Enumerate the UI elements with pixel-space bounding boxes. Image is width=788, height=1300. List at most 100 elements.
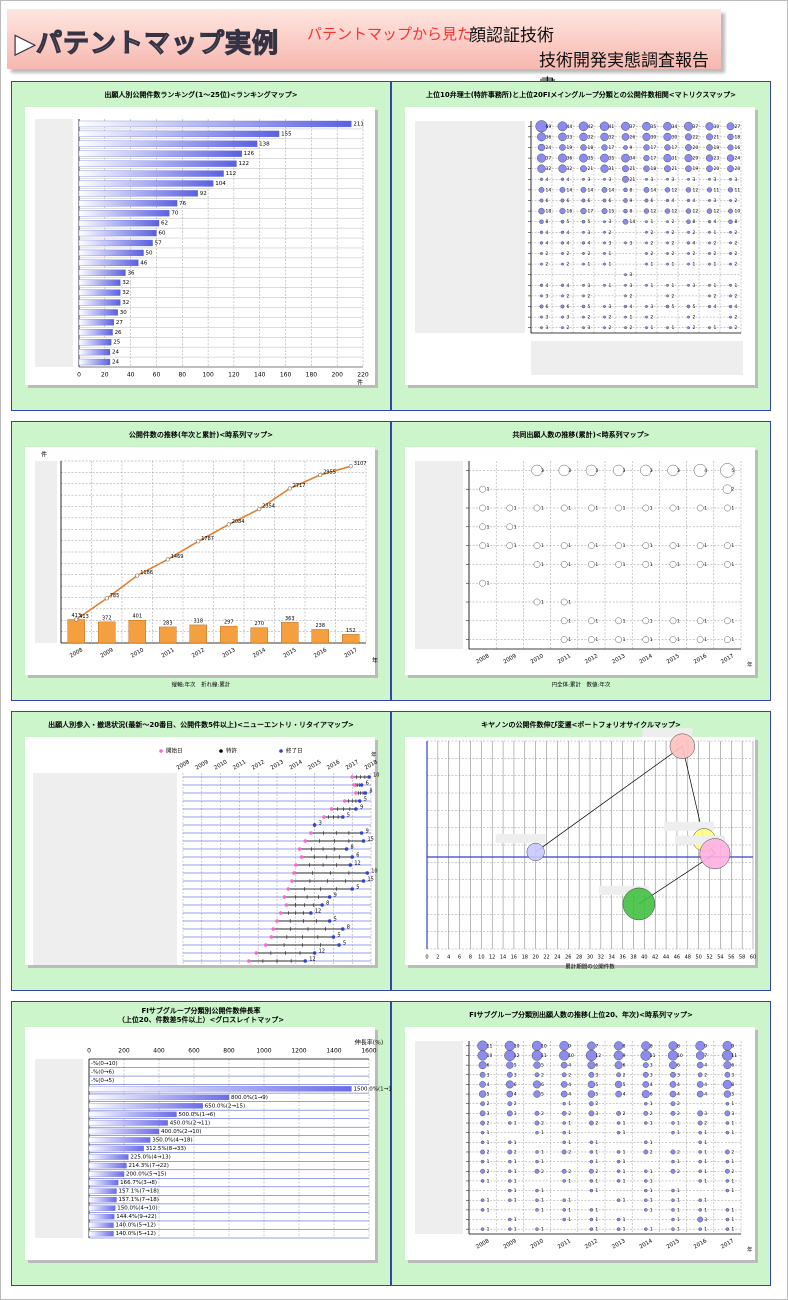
bubble-label: 4 [546, 230, 549, 236]
bubble-label: 1 [731, 1188, 734, 1194]
end-marker [365, 871, 370, 875]
bubble-label: 1 [568, 600, 571, 606]
bubble [526, 842, 545, 861]
bubble-label: 37 [546, 156, 552, 162]
bubble-label: 4 [568, 1063, 571, 1069]
blurred-labels [35, 119, 73, 367]
bubble [616, 1227, 621, 1231]
bubble-label: 34 [630, 156, 636, 162]
x-tick-label: 120 [228, 372, 240, 379]
bubble [642, 132, 651, 141]
bubble [616, 1169, 621, 1174]
end-marker [312, 951, 317, 955]
line-point [104, 596, 109, 601]
value-label: 157.1%(7→18) [118, 1197, 158, 1203]
bubble [601, 144, 608, 151]
x-axis-label: 年 [747, 661, 753, 669]
bubble [665, 198, 670, 203]
end-marker [361, 879, 366, 883]
bubble-label: 1 [568, 1207, 571, 1213]
bubble [668, 1041, 678, 1051]
bubble-label: 2 [693, 230, 696, 236]
bubble-label: 4 [704, 1092, 707, 1098]
bubble [699, 838, 731, 870]
bubble [506, 1090, 514, 1098]
bubble-label: 2 [672, 230, 675, 236]
bubble [616, 1217, 621, 1222]
bubble [539, 230, 544, 234]
bubble-label: 1 [487, 506, 490, 512]
bubble [578, 121, 589, 132]
plot-bg [405, 737, 755, 965]
bubble-label: 3 [568, 468, 571, 474]
bubble [706, 187, 713, 193]
bubble [664, 165, 671, 173]
bubble-label: 2 [714, 293, 717, 299]
bubble-label: 8 [630, 187, 633, 193]
bar [78, 150, 242, 157]
blurred-labels [415, 461, 463, 649]
bubble [603, 326, 606, 330]
end-marker [359, 831, 364, 835]
bubble [562, 1198, 566, 1202]
bubble-label: 1 [595, 1178, 598, 1184]
bubble-label: 20 [714, 166, 720, 172]
bubble-label: 1 [677, 1207, 680, 1213]
bubble [539, 177, 544, 181]
bubble [705, 154, 714, 162]
x-tick-label: 34 [609, 955, 615, 961]
bubble [669, 617, 677, 625]
end-marker [303, 959, 308, 963]
bubble-label: 2 [651, 315, 654, 321]
bubble [615, 617, 622, 625]
count-label: 5 [337, 933, 340, 939]
bubble-label: 3 [630, 240, 633, 246]
bubble-label: 1 [595, 562, 598, 568]
bubble-label: 3 [595, 468, 598, 474]
bubble-label: 1 [731, 1217, 734, 1223]
bubble [558, 464, 570, 477]
bubble [535, 120, 548, 133]
bubble-label: 4 [546, 177, 549, 183]
bubble [562, 1179, 566, 1183]
bubble-label: 23 [714, 156, 720, 162]
x-tick-label: 2 [436, 955, 439, 961]
bubble-label: 3 [630, 272, 633, 278]
bubble-label: 2 [714, 251, 717, 257]
bubble-label: 1 [650, 543, 653, 549]
value-label: 32 [122, 280, 129, 286]
value-label: 225.0%(4→13) [130, 1155, 170, 1161]
bubble [558, 153, 567, 163]
bubble [725, 1208, 730, 1212]
value-label: 144.4%(9→22) [116, 1214, 156, 1220]
bubble [506, 1071, 513, 1078]
value-label: 214.3%(7→22) [129, 1163, 169, 1169]
bubble [616, 1150, 621, 1154]
bubble-label: 1 [595, 618, 598, 624]
bubble-label: 6 [650, 1092, 653, 1098]
bubble-label: 2 [568, 1169, 571, 1175]
value-label: 166.7%(3→8) [120, 1180, 157, 1186]
bar [88, 1094, 230, 1101]
bubble [585, 464, 598, 477]
bubble [645, 252, 648, 255]
bubble-label: 12 [514, 1053, 520, 1059]
bubble [582, 326, 585, 330]
value-label: 104 [215, 181, 226, 187]
bubble-label: 12 [672, 209, 678, 215]
bubble [669, 636, 677, 643]
x-tick-label: 60 [153, 372, 161, 379]
bubble [671, 1188, 675, 1193]
bubble [684, 154, 693, 163]
bubble [589, 1227, 594, 1231]
bubble-label: 7 [595, 1043, 598, 1049]
bubble [589, 1101, 594, 1107]
bar [88, 1120, 168, 1126]
bubble-label: 1 [541, 600, 544, 606]
bubble-label: 27 [735, 124, 741, 130]
bar [159, 626, 177, 644]
bubble-label: 1 [677, 1198, 680, 1204]
x-tick-label: 1200 [291, 1048, 306, 1055]
bubble-label: 4 [487, 1082, 490, 1088]
bubble [666, 294, 669, 298]
